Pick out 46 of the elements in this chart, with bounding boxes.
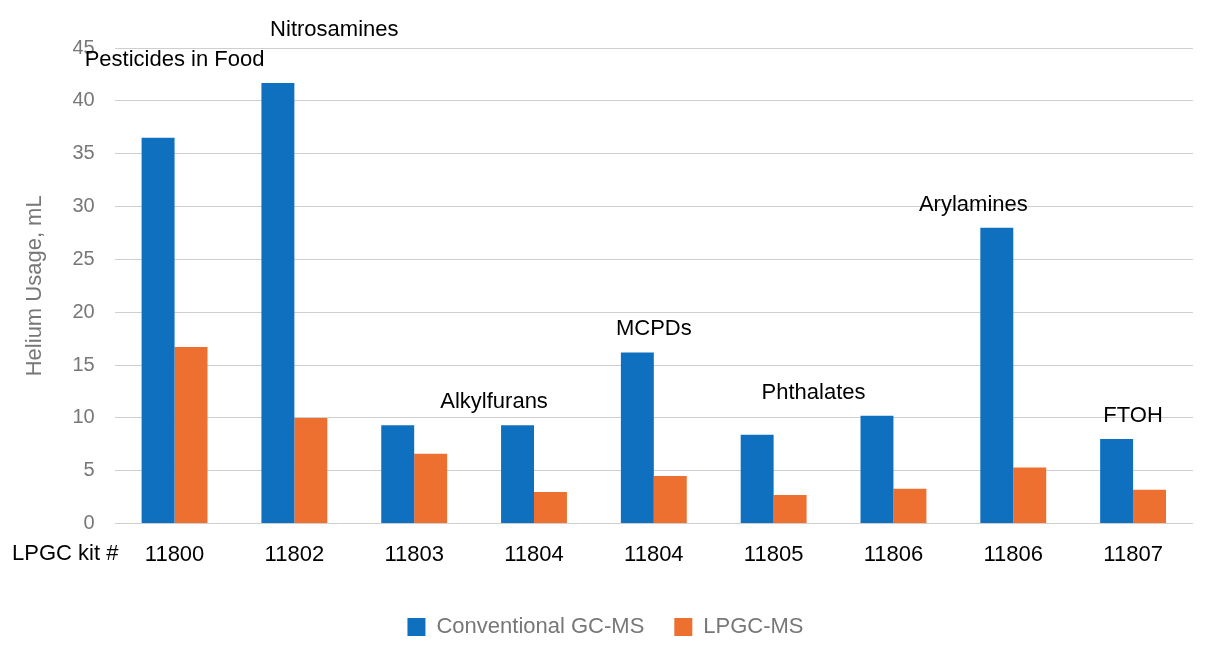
y-tick-label: 15 [72,352,95,375]
bar [1133,489,1167,524]
bar [740,434,774,524]
bar [980,227,1014,524]
x-tick-label: 11805 [743,540,804,566]
x-tick-label: 11806 [863,540,924,566]
bar [860,415,894,524]
bar [141,137,175,524]
legend-label: LPGC-MS [703,613,804,639]
bar [261,82,295,524]
bar [174,347,208,524]
bar [534,491,567,524]
x-tick-label: 11807 [1103,540,1163,566]
y-tick-label: 30 [72,194,95,217]
annotation: Alkylfurans [440,388,548,414]
y-axis-title: Helium Usage, mL [21,195,47,377]
bar [501,425,535,524]
annotation: Arylamines [918,190,1028,216]
y-tick-label: 10 [72,405,95,428]
bar [294,417,328,524]
bar [414,453,448,524]
y-tick-label: 20 [72,299,95,322]
annotation: FTOH [1103,402,1163,428]
x-tick-label: 11804 [504,540,564,566]
x-axis-title: LPGC kit # [12,539,120,565]
y-tick-label: 0 [83,511,95,534]
x-tick-label: 11806 [983,540,1044,566]
bar [893,488,927,524]
bar [1013,467,1047,524]
bar [620,352,654,524]
annotation: Phthalates [761,378,866,404]
x-tick-label: 11803 [384,540,444,566]
y-tick-label: 40 [72,88,95,111]
x-tick-label: 11800 [144,540,205,566]
y-tick-label: 5 [83,458,95,481]
y-tick-label: 25 [72,246,95,269]
x-tick-label: 11804 [624,540,684,566]
x-tick-label: 11802 [264,540,325,566]
bar [381,425,415,524]
bar [773,495,807,524]
bar [1100,439,1134,524]
legend-label: Conventional GC-MS [436,613,645,639]
annotation: MCPDs [615,315,692,341]
bar [653,476,687,524]
y-tick-label: 35 [72,141,95,164]
text: Nitrosamines [270,15,399,41]
